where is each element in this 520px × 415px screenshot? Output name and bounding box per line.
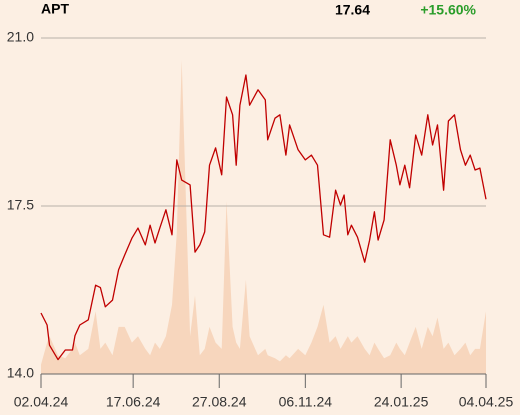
y-tick-label: 17.5 (7, 197, 34, 213)
y-tick-label: 14.0 (7, 365, 34, 381)
volume-area (41, 60, 486, 374)
x-tick-label: 27.08.24 (192, 394, 247, 410)
x-tick-label: 06.11.24 (279, 394, 333, 410)
x-tick-label: 17.06.24 (106, 394, 161, 410)
x-tick-label: 04.04.25 (459, 394, 514, 410)
symbol: APT (41, 1, 69, 17)
change: +15.60% (420, 2, 476, 18)
y-tick-label: 21.0 (7, 29, 34, 45)
x-tick-label: 02.04.24 (14, 394, 69, 410)
price-line (40, 74, 487, 361)
last-price: 17.64 (335, 2, 370, 18)
x-tick-label: 24.01.25 (374, 394, 429, 410)
